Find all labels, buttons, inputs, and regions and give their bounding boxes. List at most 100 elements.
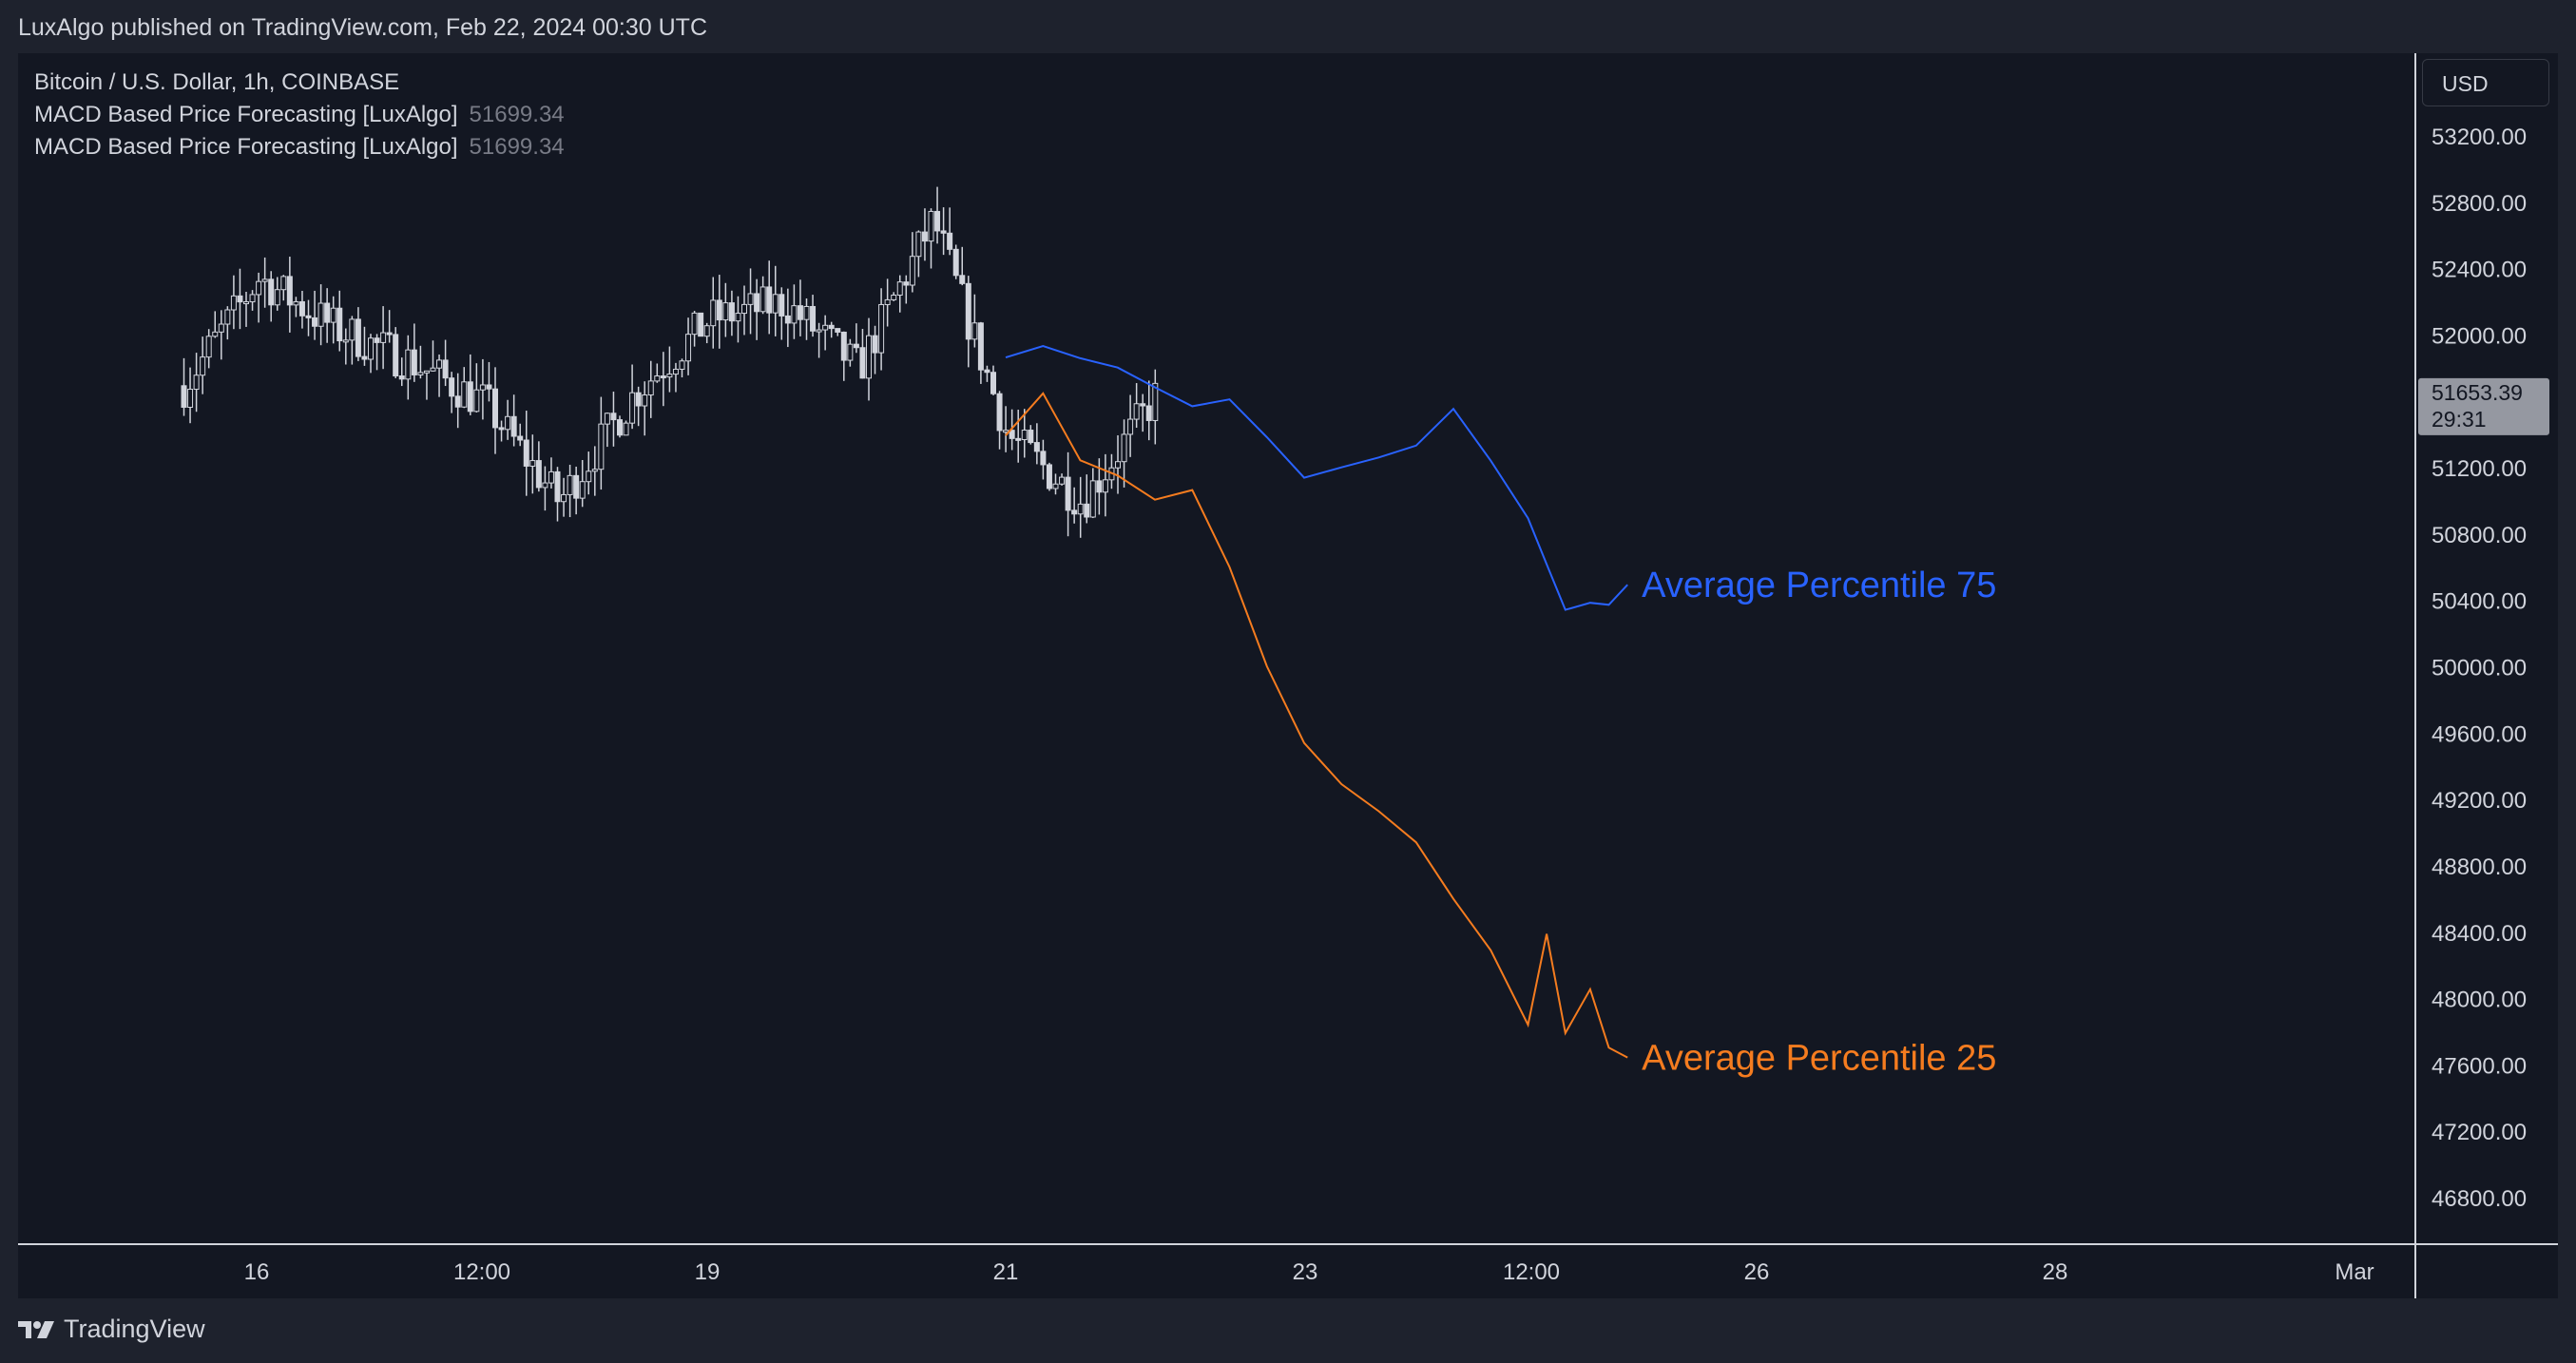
tradingview-logo[interactable]: TradingView bbox=[18, 1315, 205, 1344]
candle bbox=[1015, 410, 1022, 463]
candle bbox=[884, 278, 891, 327]
candle bbox=[417, 345, 424, 379]
percentile-75-line bbox=[1005, 345, 1628, 611]
price-tick-label: 53200.00 bbox=[2432, 125, 2527, 150]
candle bbox=[878, 288, 885, 371]
candle bbox=[617, 415, 623, 438]
candle bbox=[361, 326, 368, 366]
candle bbox=[784, 288, 791, 348]
percentile-25-line bbox=[1005, 392, 1628, 1059]
indicator-value: 51699.34 bbox=[469, 102, 565, 127]
candle bbox=[554, 467, 561, 522]
candle bbox=[442, 339, 449, 387]
indicator-legend-2[interactable]: MACD Based Price Forecasting [LuxAlgo] 51… bbox=[34, 131, 565, 163]
candle bbox=[666, 346, 673, 393]
candle bbox=[1084, 474, 1090, 524]
candle bbox=[965, 276, 971, 368]
price-tick-label: 46800.00 bbox=[2432, 1186, 2527, 1212]
candle bbox=[1021, 409, 1028, 458]
candle bbox=[629, 364, 636, 430]
chart-legend: Bitcoin / U.S. Dollar, 1h, COINBASE MACD… bbox=[34, 67, 565, 163]
candle bbox=[349, 316, 356, 365]
candle bbox=[896, 275, 903, 313]
time-tick-label: 12:00 bbox=[453, 1259, 510, 1285]
price-tick-label: 52400.00 bbox=[2432, 258, 2527, 283]
indicator-name: MACD Based Price Forecasting [LuxAlgo] bbox=[34, 102, 458, 127]
candle bbox=[635, 386, 642, 427]
candle bbox=[436, 354, 443, 397]
candle bbox=[230, 275, 237, 330]
candle bbox=[380, 306, 387, 370]
last-price-value: 51653.39 bbox=[2432, 380, 2523, 405]
candle bbox=[529, 434, 536, 494]
footer-bar bbox=[0, 1298, 2576, 1363]
candle bbox=[454, 373, 461, 429]
candle bbox=[561, 477, 567, 517]
candle bbox=[642, 381, 648, 436]
time-axis[interactable]: 16 12:00 19 21 23 12:00 26 28 Mar bbox=[244, 1259, 2374, 1285]
candle bbox=[449, 372, 455, 413]
price-tick-label: 48400.00 bbox=[2432, 921, 2527, 947]
candle bbox=[1071, 487, 1078, 524]
candle bbox=[492, 367, 498, 454]
percentile-25-label: Average Percentile 25 bbox=[1642, 1039, 1996, 1079]
candle bbox=[816, 322, 822, 358]
candle bbox=[473, 363, 480, 413]
candle bbox=[386, 310, 393, 343]
candle bbox=[261, 257, 268, 308]
candle bbox=[368, 334, 374, 374]
candle bbox=[393, 327, 399, 378]
candle bbox=[741, 285, 747, 336]
candle bbox=[1046, 462, 1052, 491]
candle bbox=[940, 207, 947, 256]
candle bbox=[535, 441, 542, 492]
time-tick-label: Mar bbox=[2335, 1259, 2374, 1285]
candle bbox=[268, 271, 275, 322]
indicator-legend-1[interactable]: MACD Based Price Forecasting [LuxAlgo] 51… bbox=[34, 99, 565, 131]
time-tick-label: 16 bbox=[244, 1259, 270, 1285]
bar-countdown: 29:31 bbox=[2432, 407, 2487, 432]
candle bbox=[921, 208, 928, 261]
candle bbox=[828, 321, 835, 338]
candle bbox=[797, 279, 803, 336]
candle bbox=[990, 365, 996, 395]
price-axis[interactable]: 53200.0052800.0052400.0052000.0051600.00… bbox=[2432, 125, 2527, 1212]
candle bbox=[928, 208, 934, 269]
currency-button[interactable]: USD bbox=[2422, 59, 2549, 106]
candle bbox=[479, 358, 486, 420]
candle bbox=[909, 232, 915, 293]
time-tick-label: 23 bbox=[1293, 1259, 1318, 1285]
candle bbox=[256, 272, 262, 323]
price-chart[interactable]: 53200.0052800.0052400.0052000.0051600.00… bbox=[0, 0, 2576, 1298]
candle bbox=[977, 321, 984, 384]
percentile-75-label: Average Percentile 75 bbox=[1642, 566, 1996, 605]
candle bbox=[598, 396, 605, 490]
candle bbox=[710, 277, 717, 349]
price-tick-label: 47200.00 bbox=[2432, 1120, 2527, 1145]
candle bbox=[205, 329, 212, 369]
time-tick-label: 12:00 bbox=[1503, 1259, 1560, 1285]
candle bbox=[486, 361, 492, 402]
candle bbox=[835, 328, 841, 336]
candle bbox=[243, 291, 249, 327]
price-tick-label: 49600.00 bbox=[2432, 721, 2527, 747]
candle bbox=[610, 392, 617, 447]
candle bbox=[728, 290, 735, 336]
candle bbox=[330, 296, 336, 344]
candle bbox=[1077, 476, 1084, 538]
candle bbox=[430, 340, 436, 372]
price-tick-label: 52800.00 bbox=[2432, 191, 2527, 217]
candle bbox=[1102, 453, 1108, 517]
candle bbox=[984, 365, 990, 382]
candle bbox=[1052, 473, 1059, 495]
candle bbox=[853, 323, 859, 354]
candle bbox=[218, 310, 224, 360]
candle bbox=[1059, 473, 1066, 486]
candle bbox=[573, 466, 580, 515]
candles bbox=[181, 186, 1159, 538]
symbol-title[interactable]: Bitcoin / U.S. Dollar, 1h, COINBASE bbox=[34, 69, 400, 95]
chart-pane[interactable] bbox=[18, 53, 2558, 1298]
price-tick-label: 51200.00 bbox=[2432, 456, 2527, 482]
candle bbox=[1089, 468, 1096, 519]
candle bbox=[293, 297, 299, 317]
